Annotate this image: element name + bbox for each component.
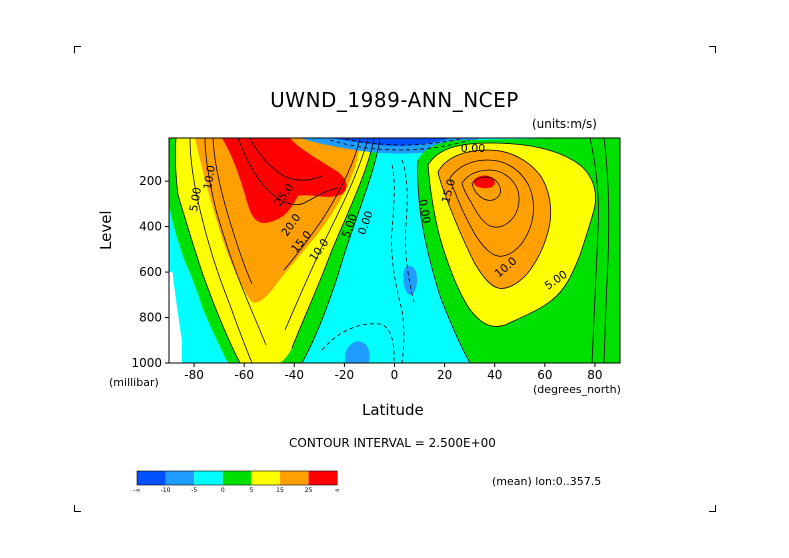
- negative-contour-lines: [321, 138, 471, 363]
- x-tick-label: 80: [587, 368, 602, 382]
- colorbar-label: 5: [249, 487, 253, 494]
- x-tick-label: 0: [391, 368, 399, 382]
- units-label: (units:m/s): [532, 117, 597, 131]
- corner-mark-top-left: [74, 46, 81, 53]
- x-tick-label: 40: [487, 368, 502, 382]
- colorbar-swatch: [194, 471, 223, 485]
- contour-interval-note: CONTOUR INTERVAL = 2.500E+00: [289, 436, 496, 450]
- y-axis-label: Level: [97, 210, 115, 250]
- band-darkblue-top: [330, 138, 450, 146]
- filled-contours: [169, 138, 620, 363]
- y-axis: 200 400 600 800 1000: [131, 174, 169, 370]
- colorbar-swatch: [137, 471, 166, 485]
- band-orange-north: [438, 150, 551, 289]
- corner-mark-bottom-left: [74, 505, 81, 512]
- contour-label: 10.0: [201, 164, 218, 190]
- colorbar-swatch: [308, 471, 338, 485]
- y-axis-units: (millibar): [109, 376, 159, 389]
- colorbar-label: -5: [191, 487, 197, 494]
- mean-longitude-note: (mean) lon:0..357.5: [492, 475, 602, 488]
- x-tick-label: 60: [537, 368, 552, 382]
- chart-title: UWND_1989-ANN_NCEP: [270, 88, 519, 112]
- x-axis: -80 -60 -40 -20 0 20 40 60 80: [184, 363, 603, 382]
- band-blue-low: [345, 341, 370, 363]
- y-tick-label: 600: [139, 265, 162, 279]
- y-tick-label: 400: [139, 220, 162, 234]
- colorbar-swatch: [165, 471, 195, 485]
- x-tick-label: 20: [437, 368, 452, 382]
- colorbar-label: 25: [305, 487, 313, 494]
- band-red-south: [222, 138, 347, 224]
- contour-lines: [175, 138, 610, 363]
- colorbar-label: -∞: [133, 487, 140, 494]
- colorbar-label: -10: [161, 487, 171, 494]
- x-tick-label: -60: [234, 368, 254, 382]
- x-tick-label: -40: [284, 368, 304, 382]
- contour-label: 5.00: [187, 186, 204, 212]
- colorbar-label: 0: [221, 487, 225, 494]
- corner-mark-top-right: [709, 46, 716, 53]
- colorbar-swatch: [280, 471, 309, 485]
- band-blue-mid: [403, 265, 418, 295]
- band-cyan-deep: [169, 230, 214, 363]
- colorbar-swatch: [251, 471, 280, 485]
- x-axis-label: Latitude: [362, 401, 424, 419]
- corner-mark-bottom-right: [709, 505, 716, 512]
- colorbar: -∞ -10 -5 0 5 15 25 ∞: [133, 470, 340, 494]
- contour-labels: 10.05.00 25.020.015.010.05.000.00 0.0015.0…: [187, 142, 570, 292]
- y-tick-label: 800: [139, 311, 162, 325]
- contour-label: 0.00: [416, 198, 433, 224]
- y-tick-label: 200: [139, 174, 162, 188]
- y-tick-label: 1000: [131, 356, 162, 370]
- contour-label: 15.0: [439, 178, 458, 205]
- colorbar-label: 15: [276, 487, 284, 494]
- x-tick-label: -80: [184, 368, 204, 382]
- colorbar-frame: [136, 470, 338, 486]
- colorbar-swatch: [222, 471, 252, 485]
- x-axis-units: (degrees_north): [533, 383, 621, 396]
- x-tick-label: -20: [335, 368, 355, 382]
- colorbar-label: ∞: [335, 487, 340, 494]
- contour-label: 0.00: [461, 142, 486, 155]
